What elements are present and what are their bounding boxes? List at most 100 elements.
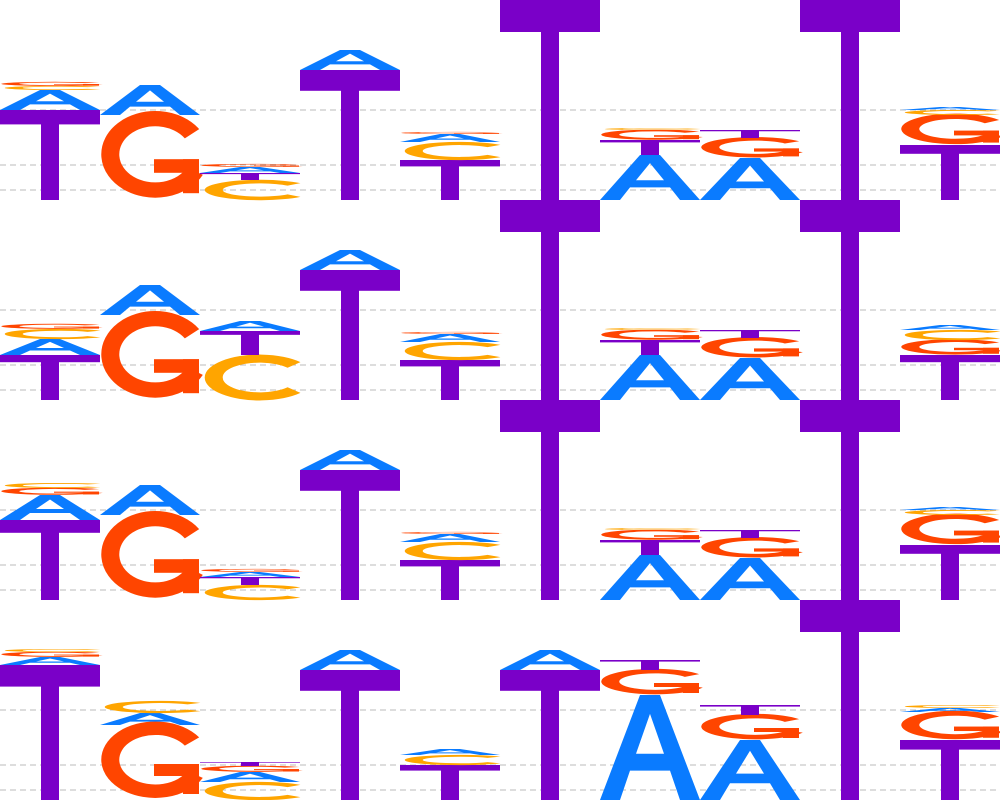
logo-2-pos-3-letter-a (200, 321, 300, 331)
logo-2-pos-5-letter-t (400, 360, 500, 400)
logo-3-pos-1-letter-a (0, 495, 100, 520)
logo-3-pos-2-letter-g (101, 511, 203, 598)
logo-1-pos-5-letter-g (401, 131, 503, 134)
logo-1-pos-6-letter-t (500, 0, 600, 200)
logo-3-pos-8-letter-a (700, 558, 800, 600)
logo-1-pos-10-letter-c (905, 109, 1000, 116)
logo-3-pos-5-letter-t (400, 560, 500, 600)
logo-3-pos-2-letter-a (100, 485, 200, 515)
logo-1-pos-1-letter-c (4, 85, 101, 91)
logo-3-pos-1-letter-g (1, 487, 103, 495)
logo-4-pos-7-letter-g (601, 668, 703, 695)
logo-3-pos-7-letter-g (601, 529, 703, 540)
logo-3-pos-4-letter-t (300, 470, 400, 600)
logo-4-pos-6-letter-t (500, 670, 600, 800)
logo-3-pos-3-letter-a (200, 572, 300, 577)
logo-3-pos-10-letter-t (900, 545, 1000, 600)
logo-2-pos-10-letter-c (904, 329, 1000, 341)
logo-2-pos-8-letter-g (701, 337, 803, 358)
logo-2-pos-10-letter-t (900, 355, 1000, 400)
logo-1-pos-10-letter-a (900, 107, 1000, 110)
logo-2-pos-7-letter-t (600, 340, 700, 355)
logo-1-pos-8-letter-g (701, 137, 803, 158)
logo-1-pos-1-letter-a (0, 90, 100, 110)
logo-4-pos-10-letter-t (900, 740, 1000, 800)
logo-4-pos-8-letter-t (700, 705, 800, 715)
logo-4-pos-5-letter-t (400, 765, 500, 800)
logo-1-pos-5-letter-t (400, 160, 500, 200)
logo-2-pos-6-letter-t (500, 200, 600, 400)
logo-3-pos-5-letter-c (404, 541, 501, 561)
logo-4-pos-1-letter-a (0, 657, 100, 665)
logo-4-pos-4-letter-a (300, 650, 400, 670)
logo-4-pos-6-letter-a (500, 650, 600, 670)
logo-1-pos-1-letter-g (1, 81, 103, 86)
logo-1-pos-3-letter-g (201, 163, 303, 167)
logo-2-pos-4-letter-a (300, 250, 400, 270)
logo-4-pos-8-letter-g (701, 713, 803, 740)
logo-3-pos-6-letter-t (500, 400, 600, 600)
logo-1-pos-7-letter-a (600, 155, 700, 200)
logo-4-pos-7-letter-a (600, 695, 700, 800)
logo-4-pos-2-letter-g (101, 721, 203, 798)
logo-4-pos-2-letter-c (104, 700, 201, 714)
logo-4-pos-5-letter-a (400, 749, 500, 755)
logo-2-pos-1-letter-c (4, 328, 101, 340)
logo-2-pos-5-letter-g (401, 331, 503, 334)
logo-2-pos-2-letter-a (100, 285, 200, 315)
logo-4-pos-5-letter-c (404, 754, 501, 766)
logo-2-pos-3-letter-t (200, 331, 300, 355)
logo-1-pos-2-letter-g (101, 111, 203, 198)
logo-4-pos-10-letter-a (900, 708, 1000, 712)
logo-3-pos-1-letter-t (0, 520, 100, 600)
logo-1-pos-8-letter-a (700, 158, 800, 200)
logo-4-pos-3-letter-c (204, 781, 301, 800)
logo-4-pos-3-letter-g (201, 765, 303, 772)
logo-3-pos-10-letter-a (900, 507, 1000, 510)
logo-1-pos-5-letter-a (400, 134, 500, 142)
logo-1-pos-3-letter-a (200, 167, 300, 173)
logo-2-pos-5-letter-c (404, 341, 501, 361)
logo-2-pos-5-letter-a (400, 334, 500, 342)
logo-3-pos-8-letter-g (701, 537, 803, 558)
logo-1-pos-3-letter-c (204, 179, 301, 201)
logo-2-pos-10-letter-g (901, 339, 1000, 355)
logo-2-pos-7-letter-c (605, 327, 701, 331)
logo-1-pos-8-letter-t (700, 130, 800, 138)
logo-4-pos-4-letter-t (300, 670, 400, 800)
logo-2-pos-8-letter-a (700, 358, 800, 400)
logo-1-pos-10-letter-t (900, 145, 1000, 200)
logo-1-pos-7-letter-g (601, 129, 703, 140)
logo-4-pos-9-letter-t (800, 600, 900, 800)
logo-2-pos-10-letter-a (900, 325, 1000, 330)
logo-1-pos-7-letter-t (600, 140, 700, 155)
logo-1-pos-4-letter-a (300, 50, 400, 70)
logo-3-pos-10-letter-c (905, 509, 1000, 516)
logo-3-pos-5-letter-g (401, 531, 503, 534)
logo-3-pos-9-letter-t (800, 400, 900, 600)
logo-4-pos-3-letter-a (200, 772, 300, 782)
logo-2-pos-7-letter-g (601, 329, 703, 340)
logo-3-pos-5-letter-a (400, 534, 500, 542)
logo-4-pos-2-letter-a (100, 713, 200, 725)
logo-4-pos-10-letter-g (901, 710, 1000, 740)
logo-4-pos-3-letter-t (200, 762, 300, 766)
logo-2-pos-4-letter-t (300, 270, 400, 400)
logo-4-pos-1-letter-t (0, 665, 100, 800)
logo-3-pos-7-letter-t (600, 540, 700, 555)
logo-3-pos-1-letter-c (5, 482, 101, 489)
logo-4-pos-1-letter-c (5, 648, 101, 653)
logo-3-pos-7-letter-c (605, 527, 701, 531)
logo-2-pos-2-letter-g (101, 311, 203, 398)
logo-4-pos-10-letter-c (905, 704, 1000, 709)
logo-3-pos-3-letter-c (204, 584, 301, 601)
logo-1-pos-1-letter-t (0, 110, 100, 200)
logo-1-pos-7-letter-c (605, 127, 701, 131)
logo-2-pos-8-letter-t (700, 330, 800, 338)
logo-3-pos-4-letter-a (300, 450, 400, 470)
logo-1-pos-5-letter-c (404, 141, 501, 161)
logo-3-pos-3-letter-g (201, 568, 303, 572)
logo-1-pos-2-letter-a (100, 85, 200, 115)
